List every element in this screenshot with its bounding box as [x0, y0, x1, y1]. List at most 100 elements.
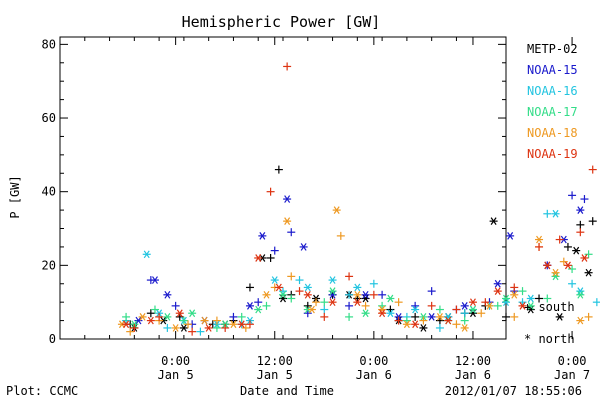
- noaa-18-south-point: [452, 320, 461, 329]
- noaa-19-north-point: [274, 283, 283, 292]
- y-tick-label: 60: [42, 111, 56, 125]
- noaa-16-north-point: [551, 209, 560, 218]
- noaa-17-south-point: [460, 316, 469, 325]
- noaa-17-south-point: [345, 312, 354, 321]
- noaa-19-south-point: [510, 283, 519, 292]
- metp-02-north-point: [468, 309, 477, 318]
- metp-02-north-point: [419, 324, 428, 332]
- noaa-19-north-point: [303, 290, 312, 299]
- noaa-16-south-point: [592, 298, 600, 307]
- metp-02-south-point: [563, 242, 572, 251]
- noaa-18-south-point: [287, 272, 296, 281]
- noaa-17-south-point: [435, 305, 444, 314]
- noaa-18-south-point: [184, 320, 193, 329]
- metp-02-north-point: [555, 313, 564, 321]
- legend-entry-noaa-18: NOAA-18: [527, 126, 578, 140]
- noaa-19-south-point: [481, 298, 490, 307]
- noaa-15-south-point: [378, 290, 387, 299]
- noaa-19-south-point: [245, 320, 254, 329]
- noaa-19-south-point: [427, 301, 436, 310]
- noaa-15-north-point: [427, 313, 436, 321]
- y-tick-label: 80: [42, 37, 56, 51]
- noaa-17-south-point: [212, 323, 221, 332]
- noaa-18-south-point: [477, 309, 486, 318]
- x-axis-label: Date and Time: [240, 384, 334, 398]
- noaa-17-north-point: [468, 305, 477, 314]
- noaa-17-north-point: [188, 309, 197, 318]
- noaa-18-south-point: [361, 301, 370, 310]
- noaa-19-south-point: [452, 305, 461, 314]
- noaa-16-north-point: [444, 313, 453, 321]
- noaa-16-south-point: [163, 323, 172, 332]
- noaa-17-north-point: [361, 309, 370, 318]
- noaa-16-south-point: [320, 305, 329, 314]
- noaa-16-south-point: [435, 323, 444, 332]
- legend-entry-noaa-16: NOAA-16: [527, 84, 578, 98]
- noaa-19-south-point: [188, 327, 197, 336]
- noaa-16-north-point: [142, 250, 151, 259]
- metp-02-south-point: [245, 283, 254, 292]
- noaa-16-south-point: [460, 309, 469, 318]
- noaa-18-north-point: [576, 316, 585, 325]
- x-tick-label-time: 0:00: [161, 354, 190, 368]
- noaa-19-north-point: [378, 309, 387, 318]
- noaa-16-south-point: [295, 276, 304, 285]
- noaa-15-south-point: [345, 301, 354, 310]
- noaa-19-north-point: [146, 316, 155, 325]
- noaa-19-south-point: [576, 228, 585, 237]
- noaa-17-north-point: [279, 290, 287, 299]
- noaa-17-south-point: [493, 301, 502, 310]
- noaa-17-north-point: [386, 294, 395, 303]
- legend-north-marker: * north: [524, 332, 575, 346]
- noaa-19-south-point: [394, 316, 403, 325]
- noaa-19-south-point: [130, 323, 139, 332]
- noaa-19-north-point: [175, 309, 184, 318]
- noaa-18-north-point: [551, 268, 560, 277]
- noaa-18-north-point: [332, 206, 341, 214]
- legend-entry-noaa-19: NOAA-19: [527, 147, 578, 161]
- noaa-18-north-point: [283, 217, 292, 225]
- noaa-17-south-point: [150, 305, 159, 314]
- noaa-19-south-point: [345, 272, 354, 281]
- x-tick-label-time: 12:00: [455, 354, 491, 368]
- metp-02-south-point: [588, 217, 597, 226]
- metp-02-south-point: [274, 165, 283, 174]
- noaa-19-north-point: [468, 298, 477, 307]
- metp-02-north-point: [572, 246, 581, 255]
- noaa-18-south-point: [241, 323, 250, 332]
- noaa-18-north-point: [402, 320, 411, 329]
- noaa-18-north-point: [460, 324, 469, 332]
- metp-02-south-point: [535, 294, 544, 303]
- noaa-15-north-point: [245, 302, 254, 310]
- noaa-18-north-point: [138, 313, 147, 321]
- noaa-19-south-point: [266, 187, 275, 196]
- y-tick-label: 40: [42, 185, 56, 199]
- noaa-17-north-point: [328, 287, 337, 295]
- x-tick-label-time: 12:00: [257, 354, 293, 368]
- noaa-15-south-point: [427, 287, 436, 296]
- metp-02-south-point: [576, 220, 585, 229]
- noaa-17-south-point: [287, 294, 296, 303]
- noaa-15-north-point: [163, 290, 172, 299]
- noaa-18-south-point: [584, 312, 593, 321]
- noaa-17-north-point: [502, 294, 510, 303]
- x-tick-label-date: Jan 6: [455, 368, 491, 382]
- noaa-17-south-point: [122, 312, 131, 321]
- noaa-15-south-point: [171, 301, 180, 310]
- noaa-16-north-point: [386, 309, 395, 318]
- metp-02-south-point: [502, 312, 510, 321]
- legend-entry-noaa-17: NOAA-17: [527, 105, 578, 119]
- noaa-17-south-point: [568, 265, 577, 274]
- noaa-18-north-point: [510, 290, 519, 299]
- noaa-19-south-point: [588, 165, 597, 174]
- noaa-16-south-point: [345, 290, 354, 299]
- noaa-16-south-point: [369, 279, 378, 288]
- metp-02-north-point: [584, 268, 593, 277]
- noaa-17-north-point: [254, 305, 263, 314]
- metp-02-north-point: [489, 217, 498, 225]
- noaa-19-south-point: [320, 312, 329, 321]
- metp-02-south-point: [146, 309, 155, 318]
- noaa-15-south-point: [568, 191, 577, 200]
- noaa-19-north-point: [254, 254, 263, 262]
- noaa-18-north-point: [307, 305, 316, 314]
